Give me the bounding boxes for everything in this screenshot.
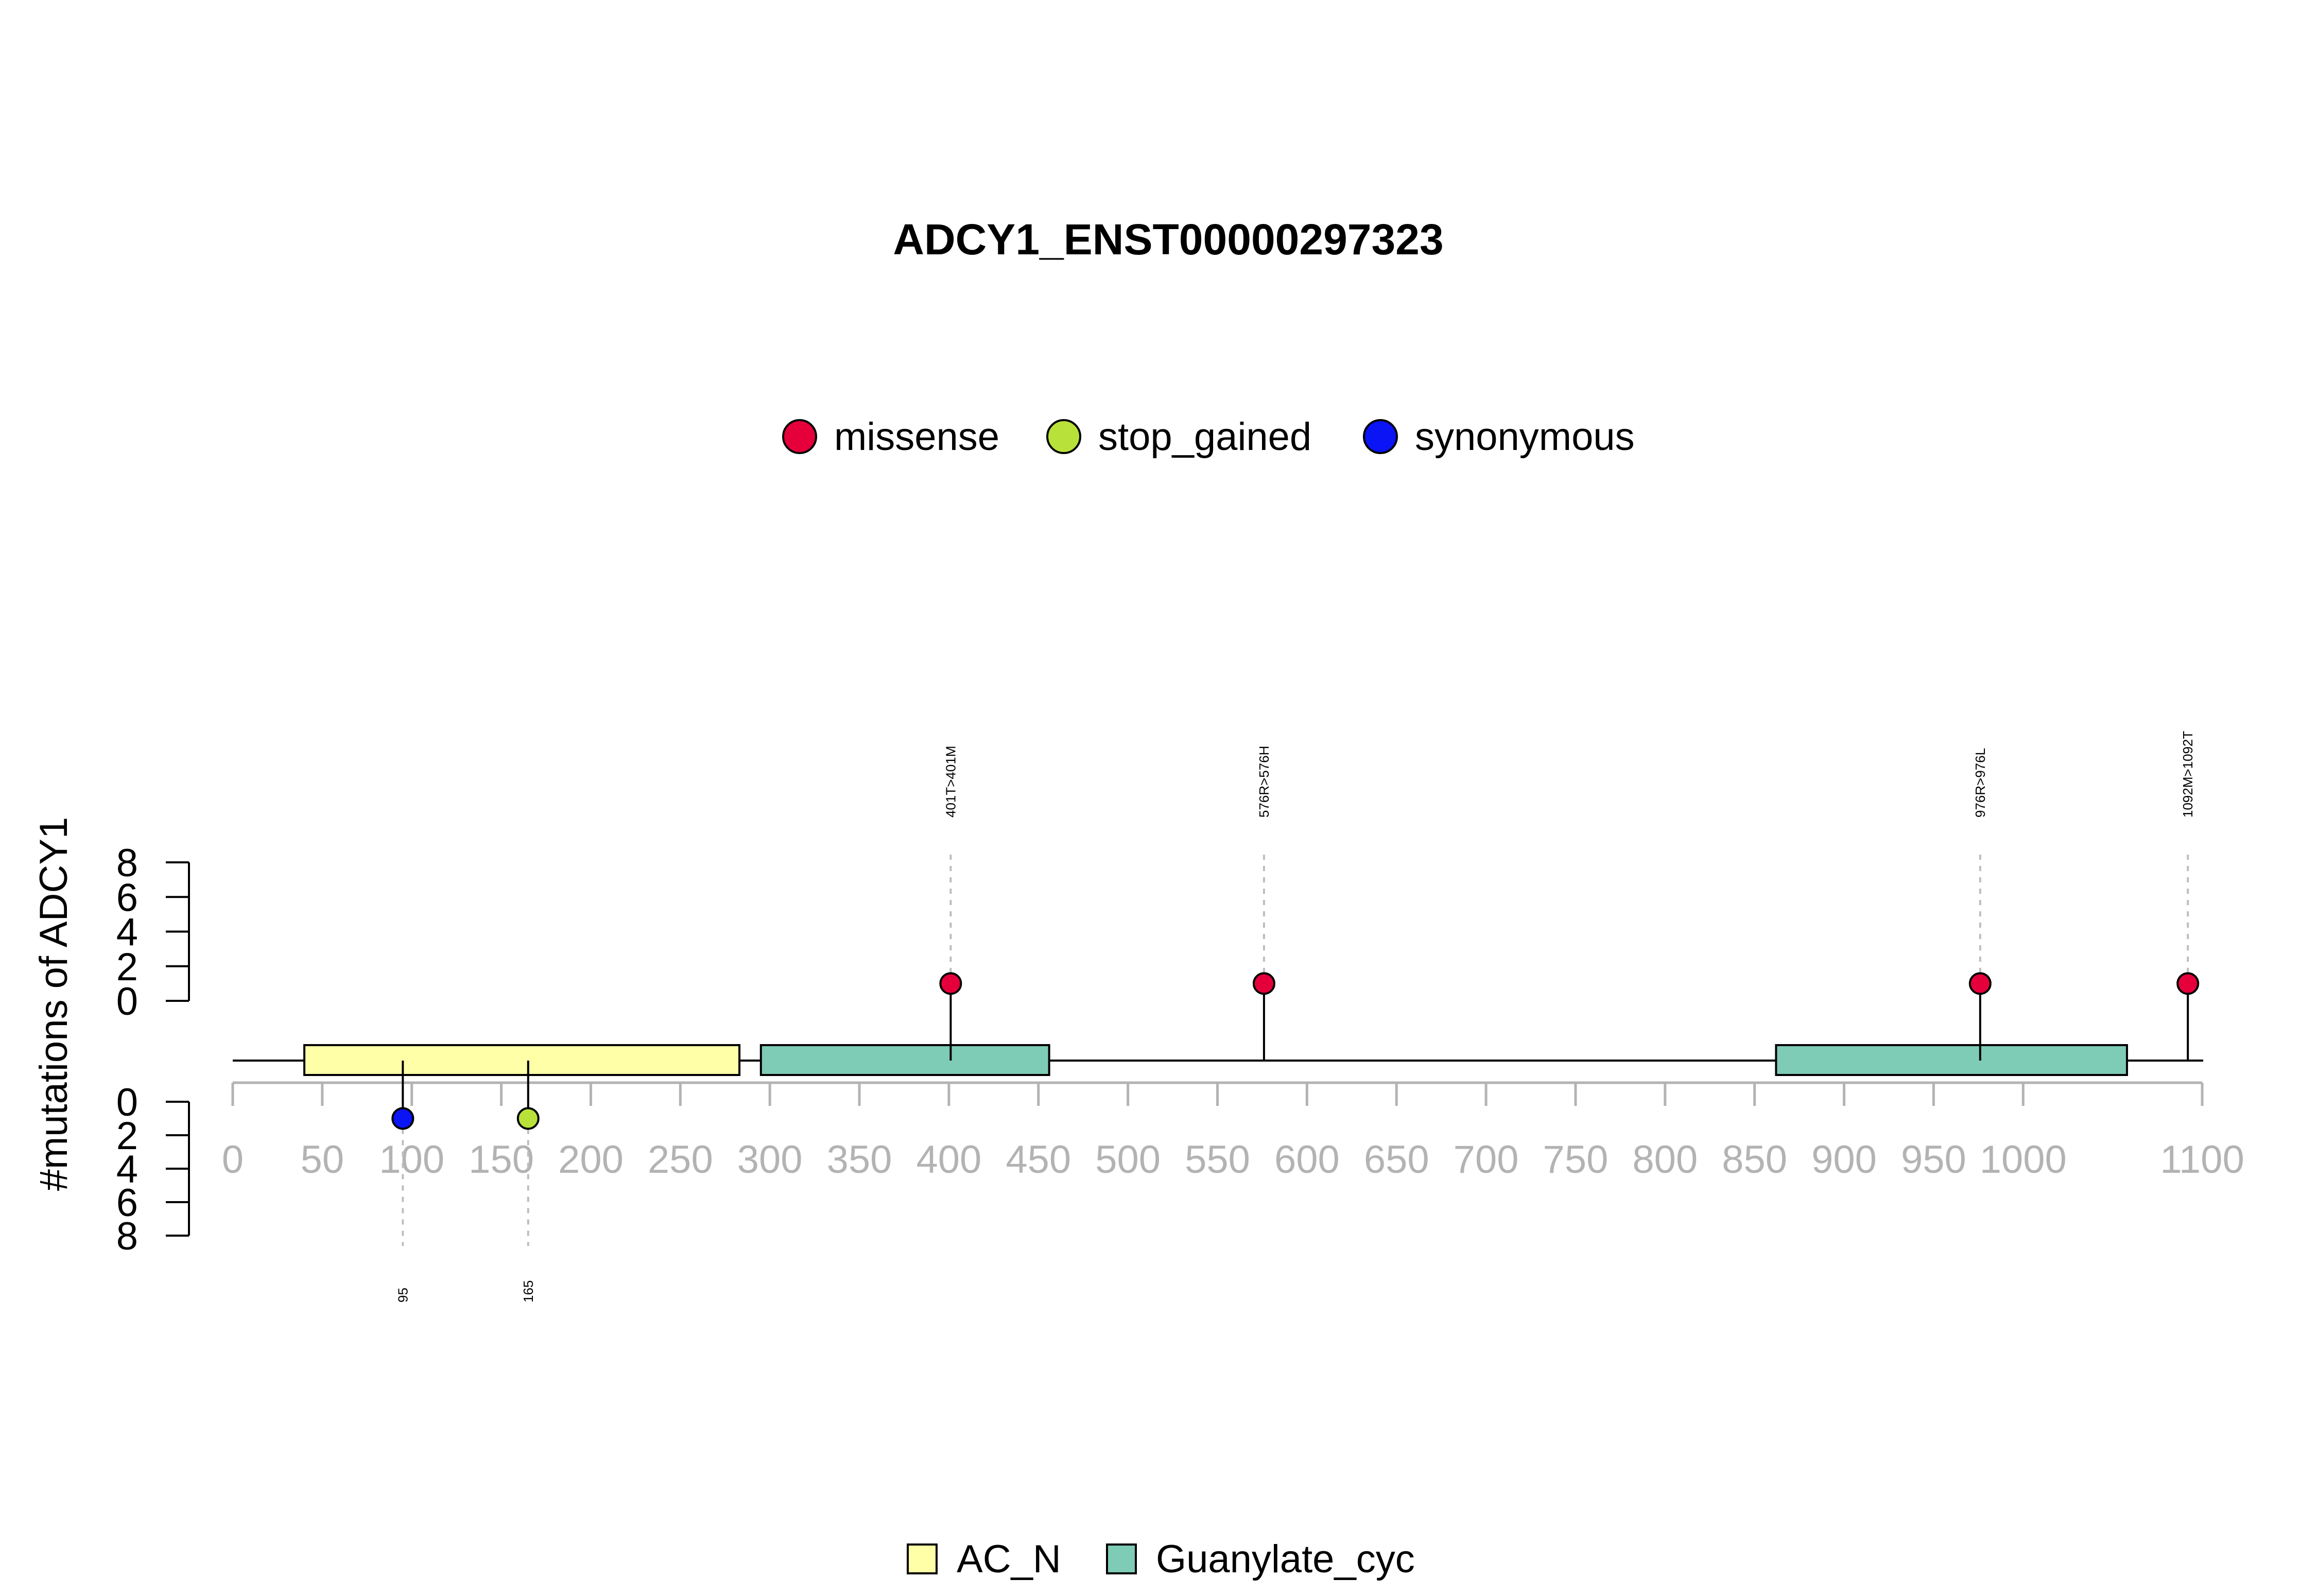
upper-y-tick-label: 0 [116, 980, 138, 1023]
x-tick-label: 750 [1543, 1138, 1609, 1182]
domain-guanylate-cyc [759, 1044, 1050, 1076]
y-axis-label: #mutations of ADCY1 [32, 817, 76, 1191]
x-tick-label: 150 [469, 1138, 534, 1182]
mutation-point-synonymous [391, 1107, 414, 1130]
lower-y-tick-label: 6 [116, 1181, 138, 1225]
domain-ac-n [303, 1044, 741, 1076]
x-tick-label: 200 [558, 1138, 624, 1182]
mutation-point-missense [939, 972, 962, 995]
x-tick-label: 0 [222, 1138, 244, 1182]
mutation-point-stop-gained [516, 1107, 540, 1130]
mutation-label: 1092M>1092T [2180, 731, 2195, 818]
x-tick-label: 650 [1364, 1138, 1429, 1182]
legend-marker-synonymous [1363, 419, 1398, 454]
x-tick-label: 550 [1185, 1138, 1250, 1182]
x-tick-label: 50 [301, 1138, 344, 1182]
x-tick-label: 500 [1095, 1138, 1161, 1182]
x-tick-label: 850 [1722, 1138, 1787, 1182]
domain-legend-swatch-guanylate-cyc [1106, 1543, 1137, 1574]
x-tick-label: 400 [917, 1138, 982, 1182]
lower-y-tick-label: 4 [116, 1148, 138, 1191]
legend-label-missense: missense [834, 415, 999, 459]
mutation-label: 401T>401M [943, 746, 958, 818]
legend-label-stop-gained: stop_gained [1098, 415, 1311, 459]
x-tick-label: 950 [1901, 1138, 1966, 1182]
domain-guanylate-cyc [1775, 1044, 2128, 1076]
x-tick-label: 1000 [1980, 1138, 2067, 1182]
upper-y-tick-label: 2 [116, 945, 138, 989]
mutation-point-missense [1968, 972, 1992, 995]
x-tick-label: 1100 [2160, 1138, 2244, 1182]
mutation-legend: missense stop_gained synonymous [782, 415, 1635, 459]
domain-legend-label-guanylate-cyc: Guanylate_cyc [1156, 1537, 1415, 1581]
mutation-label: 165 [521, 1280, 536, 1303]
mutation-label: 95 [395, 1288, 410, 1303]
upper-y-tick-label: 8 [116, 841, 138, 885]
mutations-below: 95 165 [391, 1061, 540, 1303]
x-tick-label: 450 [1006, 1138, 1071, 1182]
lower-y-tick-label: 2 [116, 1114, 138, 1158]
upper-y-tick-label: 4 [116, 911, 138, 955]
x-tick-label: 250 [648, 1138, 713, 1182]
mutation-point-missense [1252, 972, 1275, 995]
mutations-above: 401T>401M 576R>576H 976R>976L 1092M>1092T [939, 731, 2200, 1061]
lower-y-tick-label: 8 [116, 1215, 138, 1258]
legend-marker-missense [782, 419, 817, 454]
x-tick-label: 800 [1632, 1138, 1698, 1182]
x-tick-label: 100 [379, 1138, 444, 1182]
x-tick-label: 350 [827, 1138, 892, 1182]
upper-y-tick-label: 6 [116, 876, 138, 920]
mutation-point-missense [2176, 972, 2200, 995]
domain-legend-swatch-ac-n [907, 1543, 938, 1574]
x-tick-label: 700 [1454, 1138, 1519, 1182]
x-tick-label: 300 [737, 1138, 803, 1182]
domain-track [303, 1044, 2128, 1076]
x-tick-label: 600 [1274, 1138, 1340, 1182]
x-tick-label: 900 [1811, 1138, 1877, 1182]
lower-y-tick-label: 0 [116, 1081, 138, 1124]
chart-title: ADCY1_ENST00000297323 [893, 215, 1443, 264]
x-axis: 0 50 100 150 200 250 300 350 400 450 500 550 600 650 7… [222, 1081, 2244, 1182]
legend-label-synonymous: synonymous [1415, 415, 1635, 459]
domain-legend: AC_N Guanylate_cyc [907, 1537, 1415, 1581]
mutation-label: 976R>976L [1973, 748, 1988, 818]
mutation-label: 576R>576H [1256, 746, 1272, 818]
domain-legend-label-ac-n: AC_N [957, 1537, 1061, 1581]
legend-marker-stop-gained [1046, 419, 1081, 454]
